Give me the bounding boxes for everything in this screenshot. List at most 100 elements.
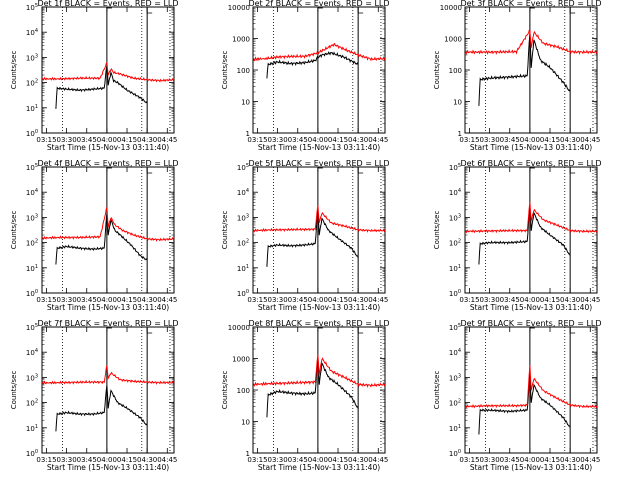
x-tick-label: 03:15 [247, 136, 267, 144]
x-tick-label: 03:30 [57, 456, 77, 464]
x-tick-label: 04:30 [560, 456, 580, 464]
x-axis-label: Start Time (15-Nov-13 03:11:40) [258, 143, 380, 152]
x-tick-label: 04:45 [368, 136, 388, 144]
x-tick-label: 04:15 [540, 456, 560, 464]
interval-end-marker [569, 168, 576, 174]
x-tick-label: 03:30 [268, 456, 288, 464]
y-tick-label: 101 [26, 424, 38, 433]
x-tick-label: 03:45 [500, 136, 520, 144]
x-tick-label: 03:45 [77, 296, 97, 304]
y-tick-label: 100 [449, 449, 461, 458]
x-tick-label: 04:15 [117, 296, 137, 304]
x-tick-label: 04:30 [348, 296, 368, 304]
x-tick-label: 04:15 [328, 456, 348, 464]
x-tick-label: 04:15 [328, 136, 348, 144]
events-series-line [266, 51, 359, 79]
x-tick-label: 04:45 [157, 296, 177, 304]
x-tick-label: 04:30 [348, 456, 368, 464]
x-tick-label: 04:30 [560, 136, 580, 144]
y-tick-label: 101 [26, 264, 38, 273]
x-axis-label: Start Time (15-Nov-13 03:11:40) [258, 463, 380, 472]
x-tick-label: 04:45 [580, 296, 600, 304]
x-tick-label: 04:00 [97, 296, 117, 304]
x-tick-label: 03:30 [57, 136, 77, 144]
plot-frame [41, 166, 175, 294]
panel-det-8f: Det 8f BLACK = Events, RED = LLD 1 10 100 10… [221, 319, 390, 472]
x-tick-label: 03:30 [480, 456, 500, 464]
x-tick-label: 04:15 [540, 296, 560, 304]
x-tick-label: 04:45 [157, 136, 177, 144]
x-axis-label: Start Time (15-Nov-13 03:11:40) [258, 303, 380, 312]
y-tick-label: 104 [26, 348, 38, 357]
x-tick-label: 03:30 [268, 136, 288, 144]
y-tick-label: 105 [26, 3, 38, 12]
y-tick-label: 105 [449, 323, 461, 332]
x-tick-label: 04:30 [560, 296, 580, 304]
y-tick-label: 100 [26, 289, 38, 298]
y-axis-label: Counts/sec [10, 51, 18, 90]
x-tick-label: 04:45 [157, 456, 177, 464]
x-tick-label: 03:15 [247, 456, 267, 464]
y-tick-label: 103 [449, 373, 461, 382]
y-tick-label: 102 [26, 79, 38, 88]
y-axis-label: Counts/sec [221, 371, 229, 410]
x-tick-label: 03:45 [288, 136, 308, 144]
x-tick-label: 04:00 [97, 136, 117, 144]
x-tick-label: 04:45 [368, 296, 388, 304]
events-series-line [478, 33, 571, 106]
x-tick-label: 03:15 [36, 456, 56, 464]
panel-title: Det 3f BLACK = Events, RED = LLD [460, 0, 601, 8]
y-tick-label: 10 [241, 99, 250, 107]
x-tick-label: 04:00 [97, 456, 117, 464]
x-axis-label: Start Time (15-Nov-13 03:11:40) [47, 143, 169, 152]
lld-series-line [253, 42, 386, 62]
panel-title: Det 7f BLACK = Events, RED = LLD [37, 319, 178, 328]
lld-series-line [41, 365, 175, 385]
interval-end-marker [146, 8, 153, 14]
y-axis-label: Counts/sec [221, 211, 229, 250]
lld-series-line [465, 29, 598, 55]
x-tick-label: 04:15 [540, 136, 560, 144]
x-tick-label: 04:30 [348, 136, 368, 144]
y-tick-label: 1000 [232, 356, 250, 364]
y-tick-label: 10 [453, 99, 462, 107]
x-tick-label: 03:45 [500, 456, 520, 464]
x-tick-label: 03:45 [288, 296, 308, 304]
x-axis-label: Start Time (15-Nov-13 03:11:40) [470, 463, 592, 472]
x-tick-label: 03:15 [247, 296, 267, 304]
panel-title: Det 4f BLACK = Events, RED = LLD [37, 159, 178, 168]
x-tick-label: 04:00 [520, 296, 540, 304]
x-tick-label: 03:15 [36, 296, 56, 304]
y-tick-label: 104 [26, 28, 38, 37]
lld-series-line [252, 354, 386, 388]
panel-det-2f: Det 2f BLACK = Events, RED = LLD 1 10 100 10… [221, 0, 390, 152]
interval-end-marker [569, 8, 576, 14]
events-series-line [266, 210, 359, 267]
plot-frame [464, 166, 598, 294]
y-tick-label: 105 [449, 163, 461, 172]
events-series-line [478, 205, 571, 265]
y-tick-label: 100 [237, 67, 250, 75]
x-tick-label: 03:45 [288, 456, 308, 464]
panel-det-6f: Det 6f BLACK = Events, RED = LLD 100 101 10… [433, 159, 602, 312]
panel-det-7f: Det 7f BLACK = Events, RED = LLD 100 101 10… [10, 319, 179, 472]
x-tick-label: 03:15 [459, 296, 479, 304]
lld-series-line [464, 202, 598, 234]
y-tick-label: 103 [449, 213, 461, 222]
y-tick-label: 1 [246, 450, 250, 458]
events-series-line [55, 65, 148, 109]
interval-end-marker [569, 328, 576, 334]
panel-det-5f: Det 5f BLACK = Events, RED = LLD 100 101 10… [221, 159, 390, 312]
y-tick-label: 104 [237, 188, 249, 197]
x-tick-label: 04:00 [308, 136, 328, 144]
events-series-line [55, 385, 148, 432]
y-tick-label: 100 [449, 67, 462, 75]
x-axis-label: Start Time (15-Nov-13 03:11:40) [47, 303, 169, 312]
lld-series-line [464, 365, 598, 409]
x-tick-label: 03:15 [36, 136, 56, 144]
events-series-line [55, 213, 148, 265]
y-tick-label: 105 [237, 163, 249, 172]
y-tick-label: 101 [449, 424, 461, 433]
y-tick-label: 102 [26, 399, 38, 408]
